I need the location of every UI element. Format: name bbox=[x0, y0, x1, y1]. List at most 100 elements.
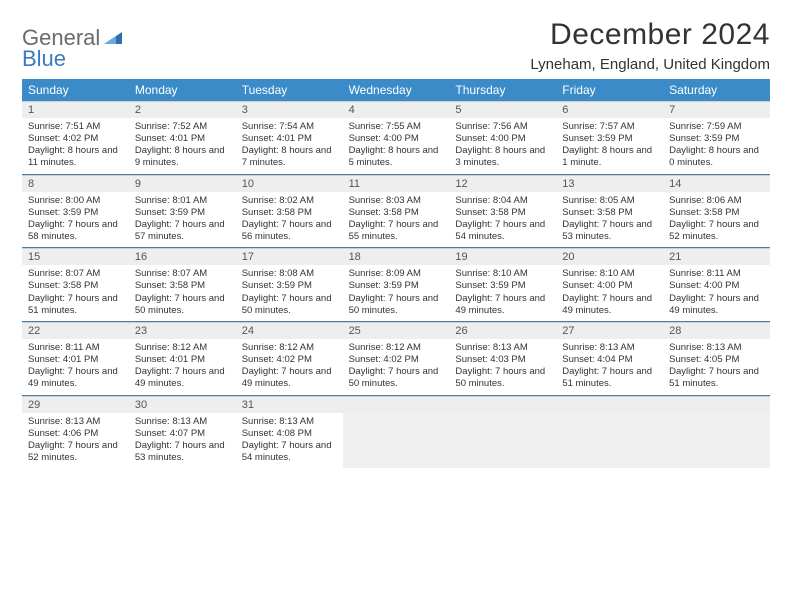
day-cell: 4Sunrise: 7:55 AMSunset: 4:00 PMDaylight… bbox=[343, 101, 450, 174]
sunrise-text: Sunrise: 8:07 AM bbox=[135, 268, 230, 280]
day-body: Sunrise: 8:02 AMSunset: 3:58 PMDaylight:… bbox=[236, 192, 343, 248]
day-number: 27 bbox=[556, 322, 663, 339]
day-body: Sunrise: 7:56 AMSunset: 4:00 PMDaylight:… bbox=[449, 118, 556, 174]
day-number: 4 bbox=[343, 101, 450, 118]
sunrise-text: Sunrise: 8:13 AM bbox=[562, 342, 657, 354]
day-body: Sunrise: 8:09 AMSunset: 3:59 PMDaylight:… bbox=[343, 265, 450, 321]
daylight-text: Daylight: 8 hours and 9 minutes. bbox=[135, 145, 230, 169]
sunset-text: Sunset: 4:07 PM bbox=[135, 428, 230, 440]
sunset-text: Sunset: 3:59 PM bbox=[669, 133, 764, 145]
daylight-text: Daylight: 7 hours and 52 minutes. bbox=[669, 219, 764, 243]
daylight-text: Daylight: 7 hours and 51 minutes. bbox=[669, 366, 764, 390]
sunset-text: Sunset: 3:59 PM bbox=[562, 133, 657, 145]
daylight-text: Daylight: 8 hours and 7 minutes. bbox=[242, 145, 337, 169]
sunset-text: Sunset: 4:02 PM bbox=[28, 133, 123, 145]
day-header-row: SundayMondayTuesdayWednesdayThursdayFrid… bbox=[22, 79, 770, 101]
sunset-text: Sunset: 4:00 PM bbox=[455, 133, 550, 145]
day-body: Sunrise: 8:07 AMSunset: 3:58 PMDaylight:… bbox=[22, 265, 129, 321]
sunrise-text: Sunrise: 8:13 AM bbox=[135, 416, 230, 428]
day-cell: 2Sunrise: 7:52 AMSunset: 4:01 PMDaylight… bbox=[129, 101, 236, 174]
daylight-text: Daylight: 7 hours and 55 minutes. bbox=[349, 219, 444, 243]
day-number: 10 bbox=[236, 175, 343, 192]
sunrise-text: Sunrise: 8:07 AM bbox=[28, 268, 123, 280]
daylight-text: Daylight: 8 hours and 3 minutes. bbox=[455, 145, 550, 169]
week-row: 8Sunrise: 8:00 AMSunset: 3:59 PMDaylight… bbox=[22, 175, 770, 249]
day-cell: 7Sunrise: 7:59 AMSunset: 3:59 PMDaylight… bbox=[663, 101, 770, 174]
sunset-text: Sunset: 3:58 PM bbox=[349, 207, 444, 219]
day-header: Saturday bbox=[663, 79, 770, 101]
day-cell: 15Sunrise: 8:07 AMSunset: 3:58 PMDayligh… bbox=[22, 248, 129, 321]
day-body: Sunrise: 8:07 AMSunset: 3:58 PMDaylight:… bbox=[129, 265, 236, 321]
sunrise-text: Sunrise: 8:05 AM bbox=[562, 195, 657, 207]
day-cell: 27Sunrise: 8:13 AMSunset: 4:04 PMDayligh… bbox=[556, 322, 663, 395]
day-cell: 30Sunrise: 8:13 AMSunset: 4:07 PMDayligh… bbox=[129, 396, 236, 469]
day-body: Sunrise: 8:01 AMSunset: 3:59 PMDaylight:… bbox=[129, 192, 236, 248]
daylight-text: Daylight: 7 hours and 50 minutes. bbox=[455, 366, 550, 390]
day-body: Sunrise: 8:13 AMSunset: 4:04 PMDaylight:… bbox=[556, 339, 663, 395]
week-row: 22Sunrise: 8:11 AMSunset: 4:01 PMDayligh… bbox=[22, 322, 770, 396]
title-block: December 2024 Lyneham, England, United K… bbox=[530, 18, 770, 73]
day-number: 2 bbox=[129, 101, 236, 118]
daylight-text: Daylight: 7 hours and 54 minutes. bbox=[455, 219, 550, 243]
day-number: 24 bbox=[236, 322, 343, 339]
daylight-text: Daylight: 7 hours and 50 minutes. bbox=[349, 293, 444, 317]
day-number: 6 bbox=[556, 101, 663, 118]
daylight-text: Daylight: 7 hours and 49 minutes. bbox=[28, 366, 123, 390]
sunrise-text: Sunrise: 8:00 AM bbox=[28, 195, 123, 207]
day-number: 7 bbox=[663, 101, 770, 118]
sunset-text: Sunset: 4:00 PM bbox=[669, 280, 764, 292]
sunrise-text: Sunrise: 8:09 AM bbox=[349, 268, 444, 280]
sunset-text: Sunset: 4:06 PM bbox=[28, 428, 123, 440]
sunrise-text: Sunrise: 7:51 AM bbox=[28, 121, 123, 133]
sunrise-text: Sunrise: 8:10 AM bbox=[455, 268, 550, 280]
day-number: 22 bbox=[22, 322, 129, 339]
logo-mark-icon bbox=[104, 28, 126, 53]
empty-daynum bbox=[449, 396, 556, 413]
day-cell: 20Sunrise: 8:10 AMSunset: 4:00 PMDayligh… bbox=[556, 248, 663, 321]
daylight-text: Daylight: 7 hours and 50 minutes. bbox=[349, 366, 444, 390]
day-cell: 28Sunrise: 8:13 AMSunset: 4:05 PMDayligh… bbox=[663, 322, 770, 395]
day-body: Sunrise: 8:03 AMSunset: 3:58 PMDaylight:… bbox=[343, 192, 450, 248]
day-cell: 3Sunrise: 7:54 AMSunset: 4:01 PMDaylight… bbox=[236, 101, 343, 174]
day-number: 1 bbox=[22, 101, 129, 118]
daylight-text: Daylight: 7 hours and 58 minutes. bbox=[28, 219, 123, 243]
day-number: 18 bbox=[343, 248, 450, 265]
calendar: SundayMondayTuesdayWednesdayThursdayFrid… bbox=[22, 79, 770, 468]
day-body: Sunrise: 7:52 AMSunset: 4:01 PMDaylight:… bbox=[129, 118, 236, 174]
day-body: Sunrise: 8:12 AMSunset: 4:01 PMDaylight:… bbox=[129, 339, 236, 395]
sunrise-text: Sunrise: 8:11 AM bbox=[28, 342, 123, 354]
sunset-text: Sunset: 3:58 PM bbox=[242, 207, 337, 219]
day-cell: 5Sunrise: 7:56 AMSunset: 4:00 PMDaylight… bbox=[449, 101, 556, 174]
day-cell: 31Sunrise: 8:13 AMSunset: 4:08 PMDayligh… bbox=[236, 396, 343, 469]
sunrise-text: Sunrise: 8:08 AM bbox=[242, 268, 337, 280]
day-number: 3 bbox=[236, 101, 343, 118]
daylight-text: Daylight: 8 hours and 11 minutes. bbox=[28, 145, 123, 169]
day-cell: 13Sunrise: 8:05 AMSunset: 3:58 PMDayligh… bbox=[556, 175, 663, 248]
day-header: Sunday bbox=[22, 79, 129, 101]
day-body: Sunrise: 7:51 AMSunset: 4:02 PMDaylight:… bbox=[22, 118, 129, 174]
month-title: December 2024 bbox=[530, 18, 770, 52]
day-cell: 9Sunrise: 8:01 AMSunset: 3:59 PMDaylight… bbox=[129, 175, 236, 248]
sunrise-text: Sunrise: 8:10 AM bbox=[562, 268, 657, 280]
day-body: Sunrise: 8:12 AMSunset: 4:02 PMDaylight:… bbox=[343, 339, 450, 395]
day-body: Sunrise: 8:13 AMSunset: 4:07 PMDaylight:… bbox=[129, 413, 236, 469]
sunrise-text: Sunrise: 7:57 AM bbox=[562, 121, 657, 133]
day-number: 28 bbox=[663, 322, 770, 339]
header: General Blue December 2024 Lyneham, Engl… bbox=[22, 18, 770, 73]
daylight-text: Daylight: 8 hours and 5 minutes. bbox=[349, 145, 444, 169]
empty-daynum bbox=[663, 396, 770, 413]
sunrise-text: Sunrise: 8:13 AM bbox=[455, 342, 550, 354]
day-body: Sunrise: 8:11 AMSunset: 4:00 PMDaylight:… bbox=[663, 265, 770, 321]
sunset-text: Sunset: 3:58 PM bbox=[455, 207, 550, 219]
day-number: 31 bbox=[236, 396, 343, 413]
week-row: 15Sunrise: 8:07 AMSunset: 3:58 PMDayligh… bbox=[22, 248, 770, 322]
day-body: Sunrise: 8:04 AMSunset: 3:58 PMDaylight:… bbox=[449, 192, 556, 248]
daylight-text: Daylight: 7 hours and 50 minutes. bbox=[135, 293, 230, 317]
day-cell: 10Sunrise: 8:02 AMSunset: 3:58 PMDayligh… bbox=[236, 175, 343, 248]
daylight-text: Daylight: 7 hours and 57 minutes. bbox=[135, 219, 230, 243]
sunset-text: Sunset: 3:58 PM bbox=[562, 207, 657, 219]
day-number: 17 bbox=[236, 248, 343, 265]
day-body: Sunrise: 8:00 AMSunset: 3:59 PMDaylight:… bbox=[22, 192, 129, 248]
sunrise-text: Sunrise: 8:13 AM bbox=[28, 416, 123, 428]
day-number: 14 bbox=[663, 175, 770, 192]
